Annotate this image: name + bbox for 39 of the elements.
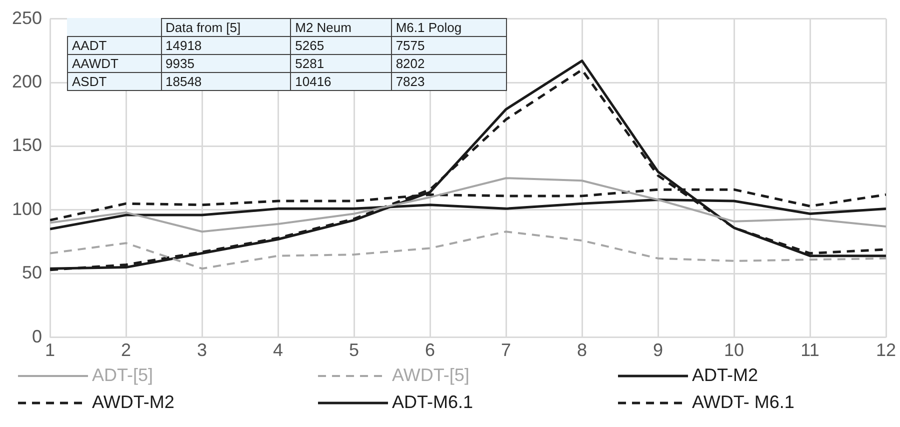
annotation: 10416 [290, 72, 392, 90]
annotation: 5265 [290, 36, 392, 54]
annotation: 8202 [391, 54, 506, 72]
y-tick-label: 200 [12, 71, 42, 92]
annotation: 7823 [391, 72, 506, 90]
annotation: 18548 [161, 72, 291, 90]
annotation: AADT [68, 36, 161, 54]
x-tick-label: 9 [653, 340, 664, 360]
y-tick-label: 150 [12, 135, 42, 156]
x-tick-label: 7 [501, 340, 512, 360]
annotation: M6.1 Polog [391, 18, 506, 36]
y-tick-label: 100 [12, 198, 42, 219]
x-tick-label: 5 [349, 340, 360, 360]
annotation: ASDT [68, 72, 161, 90]
annotation: 14918 [161, 36, 291, 54]
annotation: 9935 [161, 54, 291, 72]
x-tick-label: 4 [273, 340, 284, 360]
legend-label: AWDT-[5] [392, 365, 470, 386]
x-tick-label: 6 [425, 340, 436, 360]
annotation: Data from [5] [161, 18, 291, 36]
annotation: M2 Neum [290, 18, 392, 36]
legend-label: ADT-[5] [92, 365, 154, 386]
x-tick-label: 2 [121, 340, 132, 360]
y-tick-label: 0 [32, 326, 42, 346]
legend-label: ADT-M2 [692, 365, 758, 386]
legend-label: AWDT- M6.1 [692, 392, 794, 413]
x-tick-label: 10 [724, 340, 744, 360]
legend-label: ADT-M6.1 [392, 392, 474, 413]
x-tick-label: 1 [45, 340, 56, 360]
annotation: 7575 [391, 36, 506, 54]
y-tick-label: 250 [12, 8, 42, 28]
annotation: 5281 [290, 54, 392, 72]
x-tick-label: 11 [800, 340, 820, 360]
x-tick-label: 8 [577, 340, 588, 360]
legend-label: AWDT-M2 [92, 392, 174, 413]
x-tick-label: 12 [876, 340, 896, 360]
annotation: AAWDT [68, 54, 161, 72]
x-tick-label: 3 [197, 340, 208, 360]
y-tick-label: 50 [22, 262, 42, 283]
